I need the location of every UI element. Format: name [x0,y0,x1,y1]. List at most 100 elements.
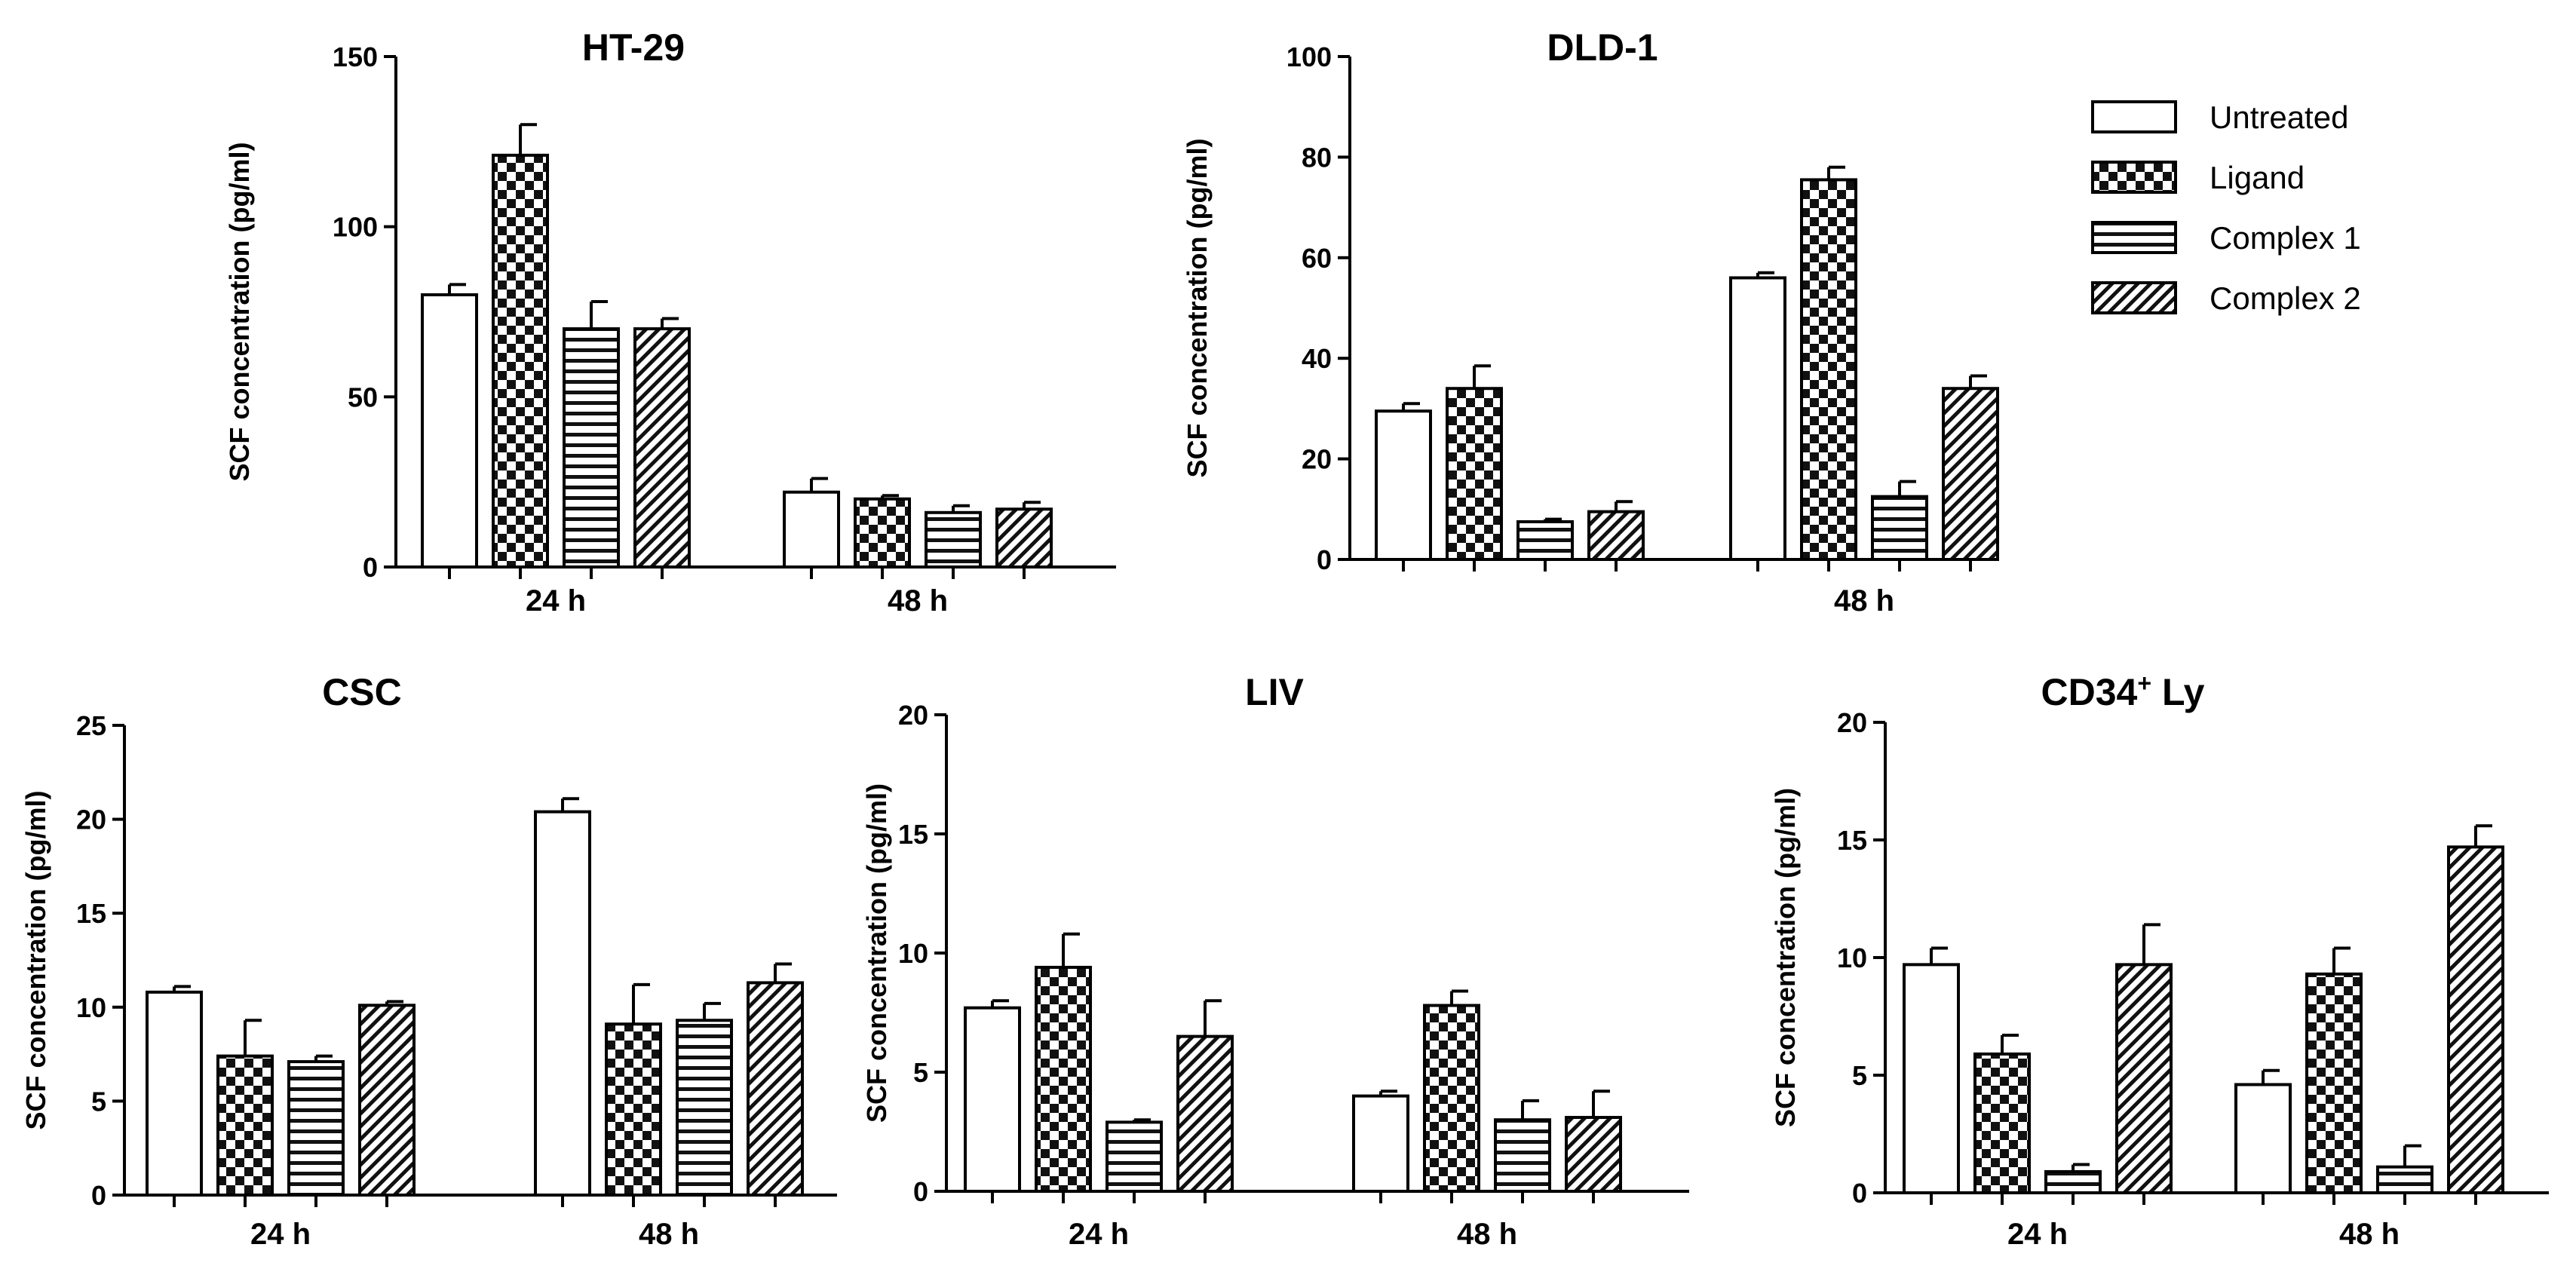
chart-title: CD34+ Ly [2041,670,2205,713]
category-label-48-h: 48 h [888,584,948,618]
category-label-48-h: 48 h [2339,1218,2400,1251]
y-axis-label: SCF concentration (pg/ml) [1182,139,1213,478]
bar-complex-1-24-h [563,327,620,569]
y-axis-label: SCF concentration (pg/ml) [1770,788,1801,1127]
y-tick-label: 60 [1302,243,1332,274]
y-tick-label: 0 [1317,544,1332,575]
y-tick-label: 0 [363,552,378,583]
category-label-24-h: 24 h [250,1218,311,1251]
bar-ligand-24-h [216,1054,274,1197]
bar-untreated-48-h [1729,276,1786,561]
y-tick-label: 40 [1302,343,1332,374]
category-label-24-h: 24 h [2007,1218,2068,1251]
y-tick-label: 20 [76,804,106,835]
bar-ligand-24-h [1446,387,1503,561]
y-tick-label: 10 [898,938,928,969]
chart-cd34: CD34+ Ly 0 5 10 15 20 SCF concentration (pg/ml… [1770,670,2549,1251]
bar-complex-2-24-h [1587,510,1645,562]
category-label-48-h: 48 h [1457,1218,1517,1251]
bar-complex-2-24-h [1176,1034,1234,1193]
bar-ligand-24-h [492,153,549,569]
chart-liv: LIV 0 5 10 15 20 SCF concentration (pg/ml) 24 h… [861,671,1689,1251]
chart-title: HT-29 [582,26,685,69]
chart-title: LIV [1245,671,1304,713]
y-tick-label: 20 [1302,444,1332,475]
y-tick-label: 0 [913,1176,928,1207]
legend: Untreated Ligand Complex 1 Complex 2 [2091,100,2361,316]
category-label-24-h: 24 h [526,584,586,618]
bar-complex-2-48-h [747,981,804,1197]
y-tick-label: 5 [91,1086,106,1117]
y-tick-label: 5 [913,1057,928,1088]
y-tick-label: 25 [76,710,106,741]
bar-ligand-24-h [1973,1052,2031,1195]
bar-complex-1-48-h [1871,495,1928,561]
y-tick-label: 5 [1852,1060,1867,1091]
bar-untreated-24-h [421,293,478,569]
bar-untreated-24-h [1375,409,1432,561]
y-tick-label: 80 [1302,142,1332,173]
bar-complex-2-24-h [2115,963,2173,1194]
y-tick-label: 0 [91,1180,106,1211]
bar-complex-1-24-h [2044,1169,2102,1195]
bar-complex-1-48-h [2376,1165,2433,1195]
legend-label-untreated: Untreated [2210,100,2348,135]
chart-ht29: HT-29 0 50 100 150 SCF concentration (pg/ml) 2… [224,26,1116,618]
y-tick-label: 15 [898,819,928,850]
bar-untreated-48-h [534,810,591,1197]
y-tick-label: 10 [76,992,106,1023]
bar-ligand-48-h [2305,972,2363,1194]
bar-complex-2-48-h [1565,1116,1622,1194]
legend-swatch-ligand [2091,161,2177,194]
legend-label-complex1: Complex 1 [2210,220,2361,256]
chart-title: DLD-1 [1547,26,1658,69]
category-label-48-h: 48 h [1834,584,1894,618]
bar-complex-1-24-h [1106,1120,1163,1193]
bar-untreated-48-h [1352,1094,1409,1193]
y-tick-label: 150 [333,41,378,72]
legend-label-complex2: Complex 2 [2210,280,2361,316]
legend-swatch-untreated [2091,100,2177,133]
bar-untreated-24-h [964,1006,1021,1194]
bar-complex-2-48-h [2447,845,2504,1194]
bar-complex-2-24-h [633,327,691,569]
bar-untreated-24-h [146,990,203,1197]
bar-ligand-48-h [605,1022,662,1197]
y-axis-label: SCF concentration (pg/ml) [224,143,255,482]
bar-ligand-48-h [1423,1004,1480,1194]
y-tick-label: 20 [898,700,928,731]
chart-csc: CSC 0 5 10 15 20 25 SCF concentration (pg/ml) 24… [20,671,837,1251]
legend-swatch-complex2 [2091,281,2177,314]
chart-dld1: DLD-1 0 20 40 60 80 100 SCF concentration (pg/m… [1182,26,1999,618]
y-axis-label: SCF concentration (pg/ml) [861,783,892,1123]
category-label-24-h: 24 h [1069,1218,1129,1251]
bar-ligand-24-h [1035,965,1092,1193]
y-tick-label: 10 [1837,942,1867,973]
legend-swatch-complex1 [2091,221,2177,254]
chart-title: CSC [322,671,402,713]
bar-untreated-48-h [783,490,840,569]
y-tick-label: 15 [76,898,106,929]
chart-title-superscript: + [2137,670,2151,697]
chart-title-suffix: Ly [2151,671,2205,713]
bar-complex-1-24-h [1516,519,1574,561]
bar-untreated-48-h [2234,1083,2292,1194]
bar-complex-2-48-h [1942,387,1999,561]
bar-ligand-48-h [1800,178,1857,561]
y-axis-label: SCF concentration (pg/ml) [20,791,51,1130]
bar-complex-2-24-h [358,1004,416,1197]
bar-complex-1-48-h [676,1019,733,1197]
y-tick-label: 50 [348,382,378,412]
y-tick-label: 20 [1837,707,1867,738]
y-tick-label: 0 [1852,1178,1867,1209]
bar-complex-2-48-h [995,507,1053,569]
bar-complex-1-24-h [287,1060,345,1197]
bar-complex-1-48-h [1494,1118,1551,1193]
bar-ligand-48-h [854,497,911,569]
category-label-48-h: 48 h [639,1218,699,1251]
y-tick-label: 15 [1837,825,1867,856]
legend-label-ligand: Ligand [2210,160,2305,195]
bar-untreated-24-h [1903,963,1960,1194]
